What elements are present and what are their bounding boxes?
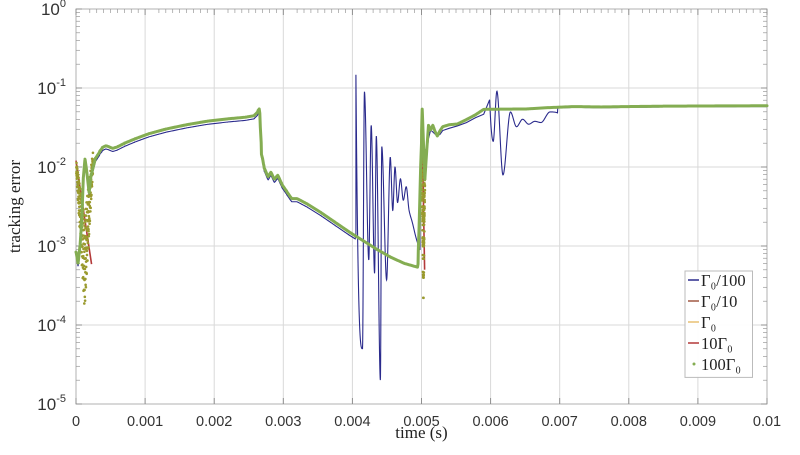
svg-text:time (s): time (s)	[395, 423, 447, 442]
svg-text:Γ₀/100: Γ₀/100	[701, 271, 746, 290]
svg-text:0: 0	[72, 414, 80, 430]
svg-text:0.004: 0.004	[334, 414, 370, 430]
svg-text:100Γ₀: 100Γ₀	[701, 355, 741, 374]
svg-text:0.006: 0.006	[472, 414, 508, 430]
svg-text:0.008: 0.008	[611, 414, 647, 430]
svg-text:0.009: 0.009	[680, 414, 716, 430]
svg-text:tracking error: tracking error	[5, 160, 24, 253]
svg-text:0.01: 0.01	[753, 414, 781, 430]
svg-text:10Γ₀: 10Γ₀	[701, 334, 733, 353]
svg-text:0.001: 0.001	[127, 414, 163, 430]
svg-text:0.007: 0.007	[542, 414, 578, 430]
svg-text:0.002: 0.002	[196, 414, 232, 430]
svg-text:0.003: 0.003	[265, 414, 301, 430]
svg-text:Γ₀: Γ₀	[701, 313, 716, 332]
svg-text:Γ₀/10: Γ₀/10	[701, 292, 737, 311]
